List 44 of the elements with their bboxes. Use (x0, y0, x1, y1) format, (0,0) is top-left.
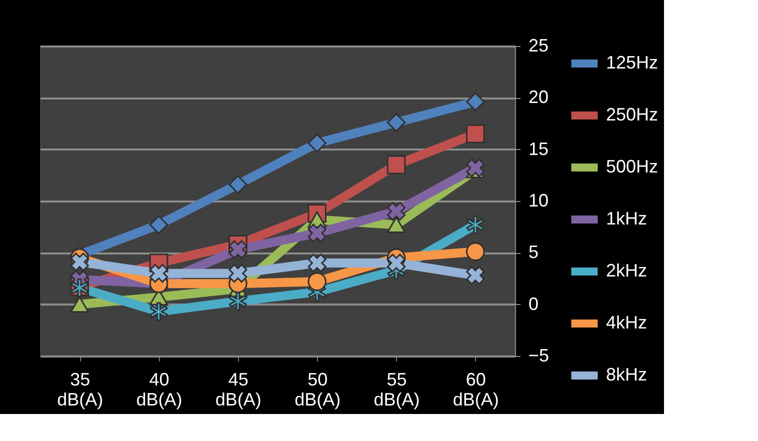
x-tick-label: 50 dB(A) (294, 370, 341, 410)
point (228, 175, 248, 194)
point (466, 158, 485, 178)
point (386, 113, 406, 132)
point (466, 215, 484, 234)
point (466, 266, 485, 285)
point (228, 264, 248, 283)
point (228, 292, 247, 311)
point (149, 215, 168, 234)
x-tick-label: 35 dB(A) (57, 370, 104, 410)
point (70, 252, 89, 272)
legend-label: 4kHz (606, 312, 648, 332)
legend-label: 500Hz (606, 156, 658, 176)
x-tick-label: 55 dB(A) (374, 370, 420, 410)
x-tick-label: 40 dB(A) (136, 370, 182, 410)
legend-label: 250Hz (606, 104, 658, 124)
y-tick-label: 25 (528, 36, 549, 56)
legend-label: 125Hz (606, 52, 658, 72)
y-tick-label: 10 (528, 190, 549, 210)
point (308, 254, 326, 272)
point (386, 254, 406, 272)
point (308, 224, 326, 242)
point (70, 296, 89, 313)
y-tick-label: 20 (528, 87, 549, 108)
point (386, 216, 406, 234)
point (466, 92, 485, 112)
point (150, 302, 168, 321)
point (308, 134, 326, 153)
point (308, 272, 326, 291)
point (228, 240, 248, 259)
legend-label: 8kHz (606, 364, 648, 384)
point (466, 124, 485, 144)
legend-label: 2kHz (606, 260, 648, 280)
y-tick-label: 15 (528, 138, 549, 159)
point (466, 242, 485, 262)
x-tick-label: 60 dB(A) (452, 370, 499, 410)
y-tick-label: 0 (528, 294, 539, 314)
point (386, 155, 406, 174)
y-tick-label: −5 (528, 346, 550, 366)
legend-label: 1kHz (606, 208, 648, 228)
point (386, 202, 406, 221)
x-tick-label: 45 dB(A) (215, 370, 262, 410)
y-tick-label: 5 (528, 242, 539, 262)
point (149, 264, 168, 283)
